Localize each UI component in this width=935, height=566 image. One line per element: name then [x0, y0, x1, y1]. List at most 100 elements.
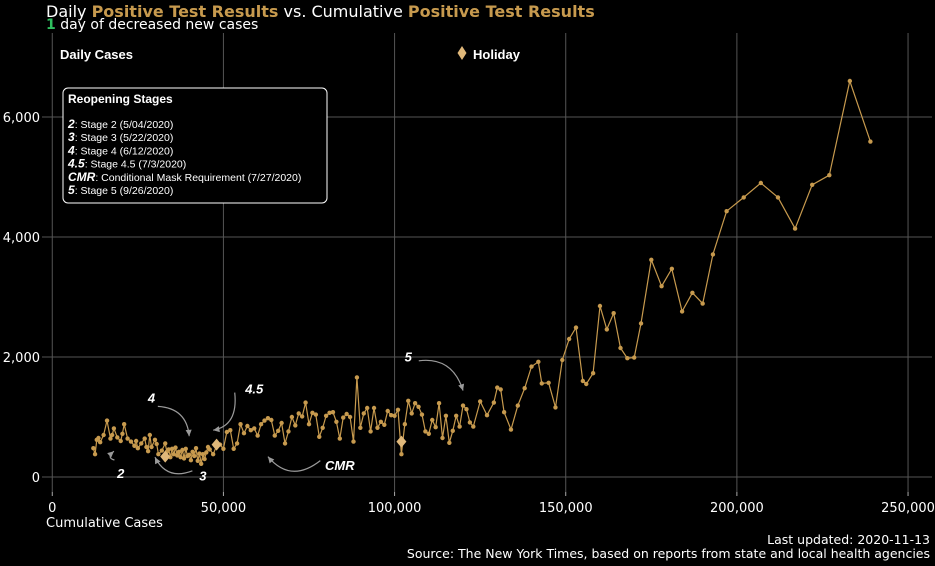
data-point: [142, 436, 147, 441]
data-point: [522, 386, 527, 391]
data-point: [327, 410, 332, 415]
data-point: [460, 403, 466, 408]
data-point: [484, 413, 490, 418]
data-point: [457, 424, 462, 429]
data-point: [631, 355, 637, 360]
data-point: [180, 447, 185, 453]
data-point: [200, 452, 206, 457]
data-point: [447, 440, 452, 445]
data-point: [827, 173, 832, 178]
data-point: [234, 441, 240, 446]
reopening-stages-box: Reopening Stages 2: Stage 2 (5/04/2020)3…: [62, 87, 328, 204]
data-point: [471, 424, 476, 429]
data-point: [118, 438, 123, 444]
data-point: [210, 452, 216, 457]
data-point: [183, 446, 188, 451]
last-updated: Last updated: 2020-11-13: [767, 532, 930, 547]
data-point: [272, 433, 277, 438]
data-point: [310, 410, 315, 415]
y-tick-label: 4,000: [3, 231, 40, 246]
data-point: [269, 417, 274, 423]
data-point: [553, 405, 558, 410]
data-point: [258, 422, 264, 427]
data-point: [193, 446, 199, 451]
data-point: [464, 407, 469, 412]
data-point: [96, 435, 101, 441]
annotation-arrowhead: [154, 457, 161, 465]
data-point: [536, 359, 541, 364]
data-point: [147, 432, 153, 438]
annotation-arrow: [154, 456, 193, 475]
data-point: [573, 325, 579, 330]
data-point: [334, 419, 339, 424]
data-point: [868, 139, 873, 144]
annotation-arrow: [418, 359, 464, 391]
data-point: [195, 458, 200, 463]
data-point: [440, 435, 445, 441]
data-point: [245, 423, 250, 429]
stage-item: 4.5: Stage 4.5 (7/3/2020): [67, 157, 186, 171]
data-point: [409, 411, 414, 416]
data-point: [495, 385, 500, 390]
data-point: [101, 432, 106, 438]
y-tick-label: 6,000: [3, 111, 40, 126]
data-point: [111, 426, 117, 431]
data-point: [436, 401, 442, 406]
data-point: [809, 182, 815, 187]
stage-item: 4: Stage 4 (6/12/2020): [67, 143, 173, 157]
data-point: [354, 375, 360, 380]
data-point: [132, 443, 137, 448]
data-point: [293, 423, 298, 428]
data-point: [679, 309, 685, 314]
stage-label: : Stage 3 (5/22/2020): [75, 132, 174, 144]
data-point: [406, 398, 411, 403]
data-point: [529, 364, 534, 369]
data-point: [152, 437, 158, 442]
data-point: [313, 412, 319, 417]
data-point: [416, 404, 421, 409]
data-point: [255, 433, 260, 438]
data-point: [221, 446, 226, 451]
stage-label: : Stage 4.5 (7/3/2020): [85, 159, 187, 171]
decreased-days-count: 1: [46, 17, 56, 33]
reopening-stages-list: 2: Stage 2 (5/04/2020)3: Stage 3 (5/22/2…: [67, 117, 301, 197]
data-point: [604, 327, 610, 332]
data-point: [443, 413, 449, 418]
data-point: [351, 439, 356, 444]
data-point: [491, 400, 497, 405]
data-point: [546, 380, 551, 385]
data-point: [190, 449, 195, 454]
data-point: [498, 387, 503, 392]
chart-title: Daily Positive Test Results vs. Cumulati…: [46, 2, 595, 21]
data-point: [171, 452, 176, 457]
y-tick-label: 0: [32, 471, 40, 486]
data-point: [638, 321, 644, 326]
data-point: [135, 446, 141, 451]
stage-code: 2: [67, 117, 75, 131]
reopening-stages-title: Reopening Stages: [68, 92, 173, 106]
data-point: [231, 446, 236, 451]
y-axis-ticks: 0 2,000 4,000 6,000: [3, 111, 40, 486]
data-point: [341, 415, 346, 420]
annotation-arrowhead: [185, 429, 192, 437]
data-point: [566, 336, 572, 342]
data-point: [580, 378, 586, 384]
data-point: [91, 446, 96, 451]
data-point: [248, 428, 254, 433]
data-point: [181, 456, 187, 461]
title-middle: vs. Cumulative: [278, 2, 408, 21]
stage-label: : Stage 4 (6/12/2020): [75, 145, 174, 157]
data-point: [590, 371, 596, 376]
data-point: [584, 381, 589, 387]
data-point: [296, 411, 301, 416]
data-point: [186, 452, 192, 457]
stage-label: : Conditional Mask Requirement (7/27/202…: [95, 172, 301, 184]
data-point: [419, 412, 425, 417]
x-axis-ticks: 0 50,000 100,000 150,000 200,000 250,000: [48, 492, 935, 516]
stage-item: 2: Stage 2 (5/04/2020): [67, 117, 173, 131]
data-point: [149, 444, 154, 450]
data-point: [690, 290, 695, 295]
x-tick-label: 250,000: [881, 501, 935, 516]
data-point: [515, 403, 521, 408]
